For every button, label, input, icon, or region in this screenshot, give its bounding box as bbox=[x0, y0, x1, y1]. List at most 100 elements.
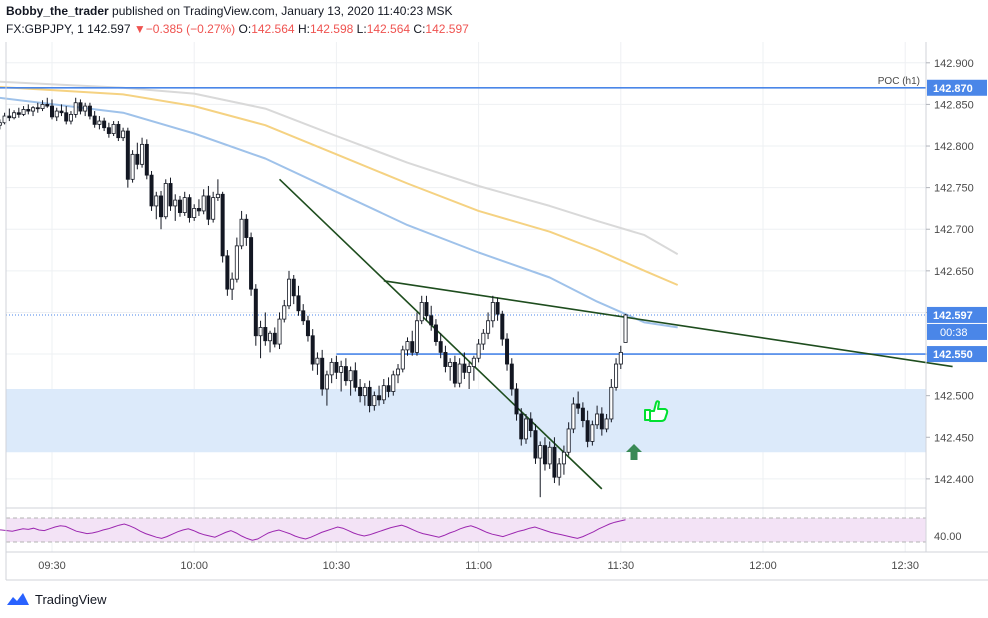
candle-body bbox=[258, 327, 263, 337]
candle bbox=[225, 250, 230, 296]
candle bbox=[557, 458, 562, 486]
candle-body bbox=[291, 278, 296, 297]
candle bbox=[400, 345, 405, 373]
candle-body bbox=[64, 112, 69, 122]
candle bbox=[125, 127, 130, 188]
candle bbox=[448, 358, 453, 381]
candle bbox=[490, 295, 495, 328]
candle-body bbox=[12, 112, 17, 119]
candle-body bbox=[121, 130, 126, 139]
candle bbox=[177, 195, 182, 217]
candle bbox=[45, 97, 50, 108]
candle-body bbox=[173, 199, 178, 207]
candle-body bbox=[31, 107, 36, 112]
candle bbox=[97, 116, 102, 130]
candle-body bbox=[448, 361, 453, 367]
change-value: −0.385 (−0.27%) bbox=[145, 22, 236, 36]
level-price-label: 142.870 bbox=[933, 83, 973, 95]
candle bbox=[410, 330, 415, 356]
candle bbox=[154, 191, 159, 220]
candle bbox=[329, 358, 334, 384]
candle bbox=[471, 355, 476, 381]
candles bbox=[0, 97, 628, 498]
candle bbox=[121, 127, 126, 142]
candle bbox=[538, 441, 543, 498]
candle bbox=[500, 310, 505, 346]
candle-body bbox=[419, 302, 424, 322]
candle-body bbox=[125, 130, 130, 180]
candle bbox=[230, 272, 235, 300]
candle-body bbox=[149, 174, 154, 207]
candle bbox=[386, 377, 391, 398]
countdown-tag bbox=[927, 323, 987, 340]
candle-body bbox=[201, 195, 206, 212]
candle bbox=[220, 191, 225, 263]
candle bbox=[305, 315, 310, 342]
candle bbox=[26, 104, 31, 115]
candle bbox=[258, 320, 263, 359]
candle-body bbox=[73, 102, 78, 115]
high-label: H: bbox=[297, 22, 310, 36]
axes: 142.900 142.850 142.800 142.750 142.700 142.6… bbox=[5, 42, 988, 581]
candle bbox=[514, 383, 519, 421]
candle-body bbox=[590, 424, 595, 442]
candle-body bbox=[7, 115, 12, 119]
candle bbox=[590, 420, 595, 446]
candle bbox=[566, 422, 571, 456]
candle-body bbox=[244, 218, 249, 238]
candle bbox=[419, 295, 424, 325]
candle bbox=[168, 177, 173, 211]
candle-body bbox=[509, 363, 514, 390]
candle-body bbox=[495, 302, 500, 315]
demand-zone bbox=[6, 389, 926, 453]
candle bbox=[0, 119, 2, 130]
candle-body bbox=[547, 446, 552, 465]
candle bbox=[149, 170, 154, 211]
candle bbox=[234, 237, 239, 283]
candle-body bbox=[490, 302, 495, 322]
x-tick-label: 12:00 bbox=[749, 560, 777, 572]
y-tick-label: 142.400 bbox=[934, 474, 974, 486]
candle-body bbox=[486, 320, 491, 334]
moving-averages bbox=[0, 80, 679, 329]
candle-body bbox=[253, 288, 258, 337]
open-label: O: bbox=[238, 22, 252, 36]
candle-body bbox=[45, 104, 50, 107]
candle-body bbox=[324, 374, 329, 390]
candle-body bbox=[396, 368, 401, 376]
x-tick-label: 10:30 bbox=[323, 560, 351, 572]
low-value: 142.564 bbox=[366, 22, 411, 36]
zone-rect bbox=[6, 389, 926, 453]
level-price-label: 142.550 bbox=[933, 349, 973, 361]
candle bbox=[102, 117, 107, 132]
candle bbox=[173, 194, 178, 221]
candle-body bbox=[533, 430, 538, 459]
candle bbox=[623, 314, 628, 343]
candle-body bbox=[220, 193, 225, 257]
candle-body bbox=[433, 324, 438, 342]
candle-body bbox=[320, 357, 325, 390]
candle bbox=[187, 194, 192, 223]
candle bbox=[614, 358, 619, 391]
tradingview-brand[interactable]: TradingView bbox=[6, 591, 107, 607]
candle bbox=[73, 97, 78, 118]
candle-body bbox=[424, 302, 429, 317]
candle-body bbox=[196, 208, 201, 212]
candle-body bbox=[168, 183, 173, 207]
rsi-pane[interactable] bbox=[0, 517, 926, 543]
y-tick-label: 142.500 bbox=[934, 391, 974, 403]
author-name[interactable]: Bobby_the_trader bbox=[6, 4, 109, 18]
candle-body bbox=[182, 197, 187, 213]
countdown-label: 00:38 bbox=[940, 327, 968, 339]
candle bbox=[339, 360, 344, 392]
candle-body bbox=[154, 195, 159, 207]
candle bbox=[163, 179, 168, 220]
candle bbox=[585, 410, 590, 448]
y-tick-label: 142.650 bbox=[934, 266, 974, 278]
candle-body bbox=[405, 341, 410, 351]
candle-body bbox=[604, 418, 609, 430]
trendline bbox=[383, 280, 953, 368]
candle bbox=[595, 405, 600, 429]
candle-body bbox=[296, 295, 301, 312]
